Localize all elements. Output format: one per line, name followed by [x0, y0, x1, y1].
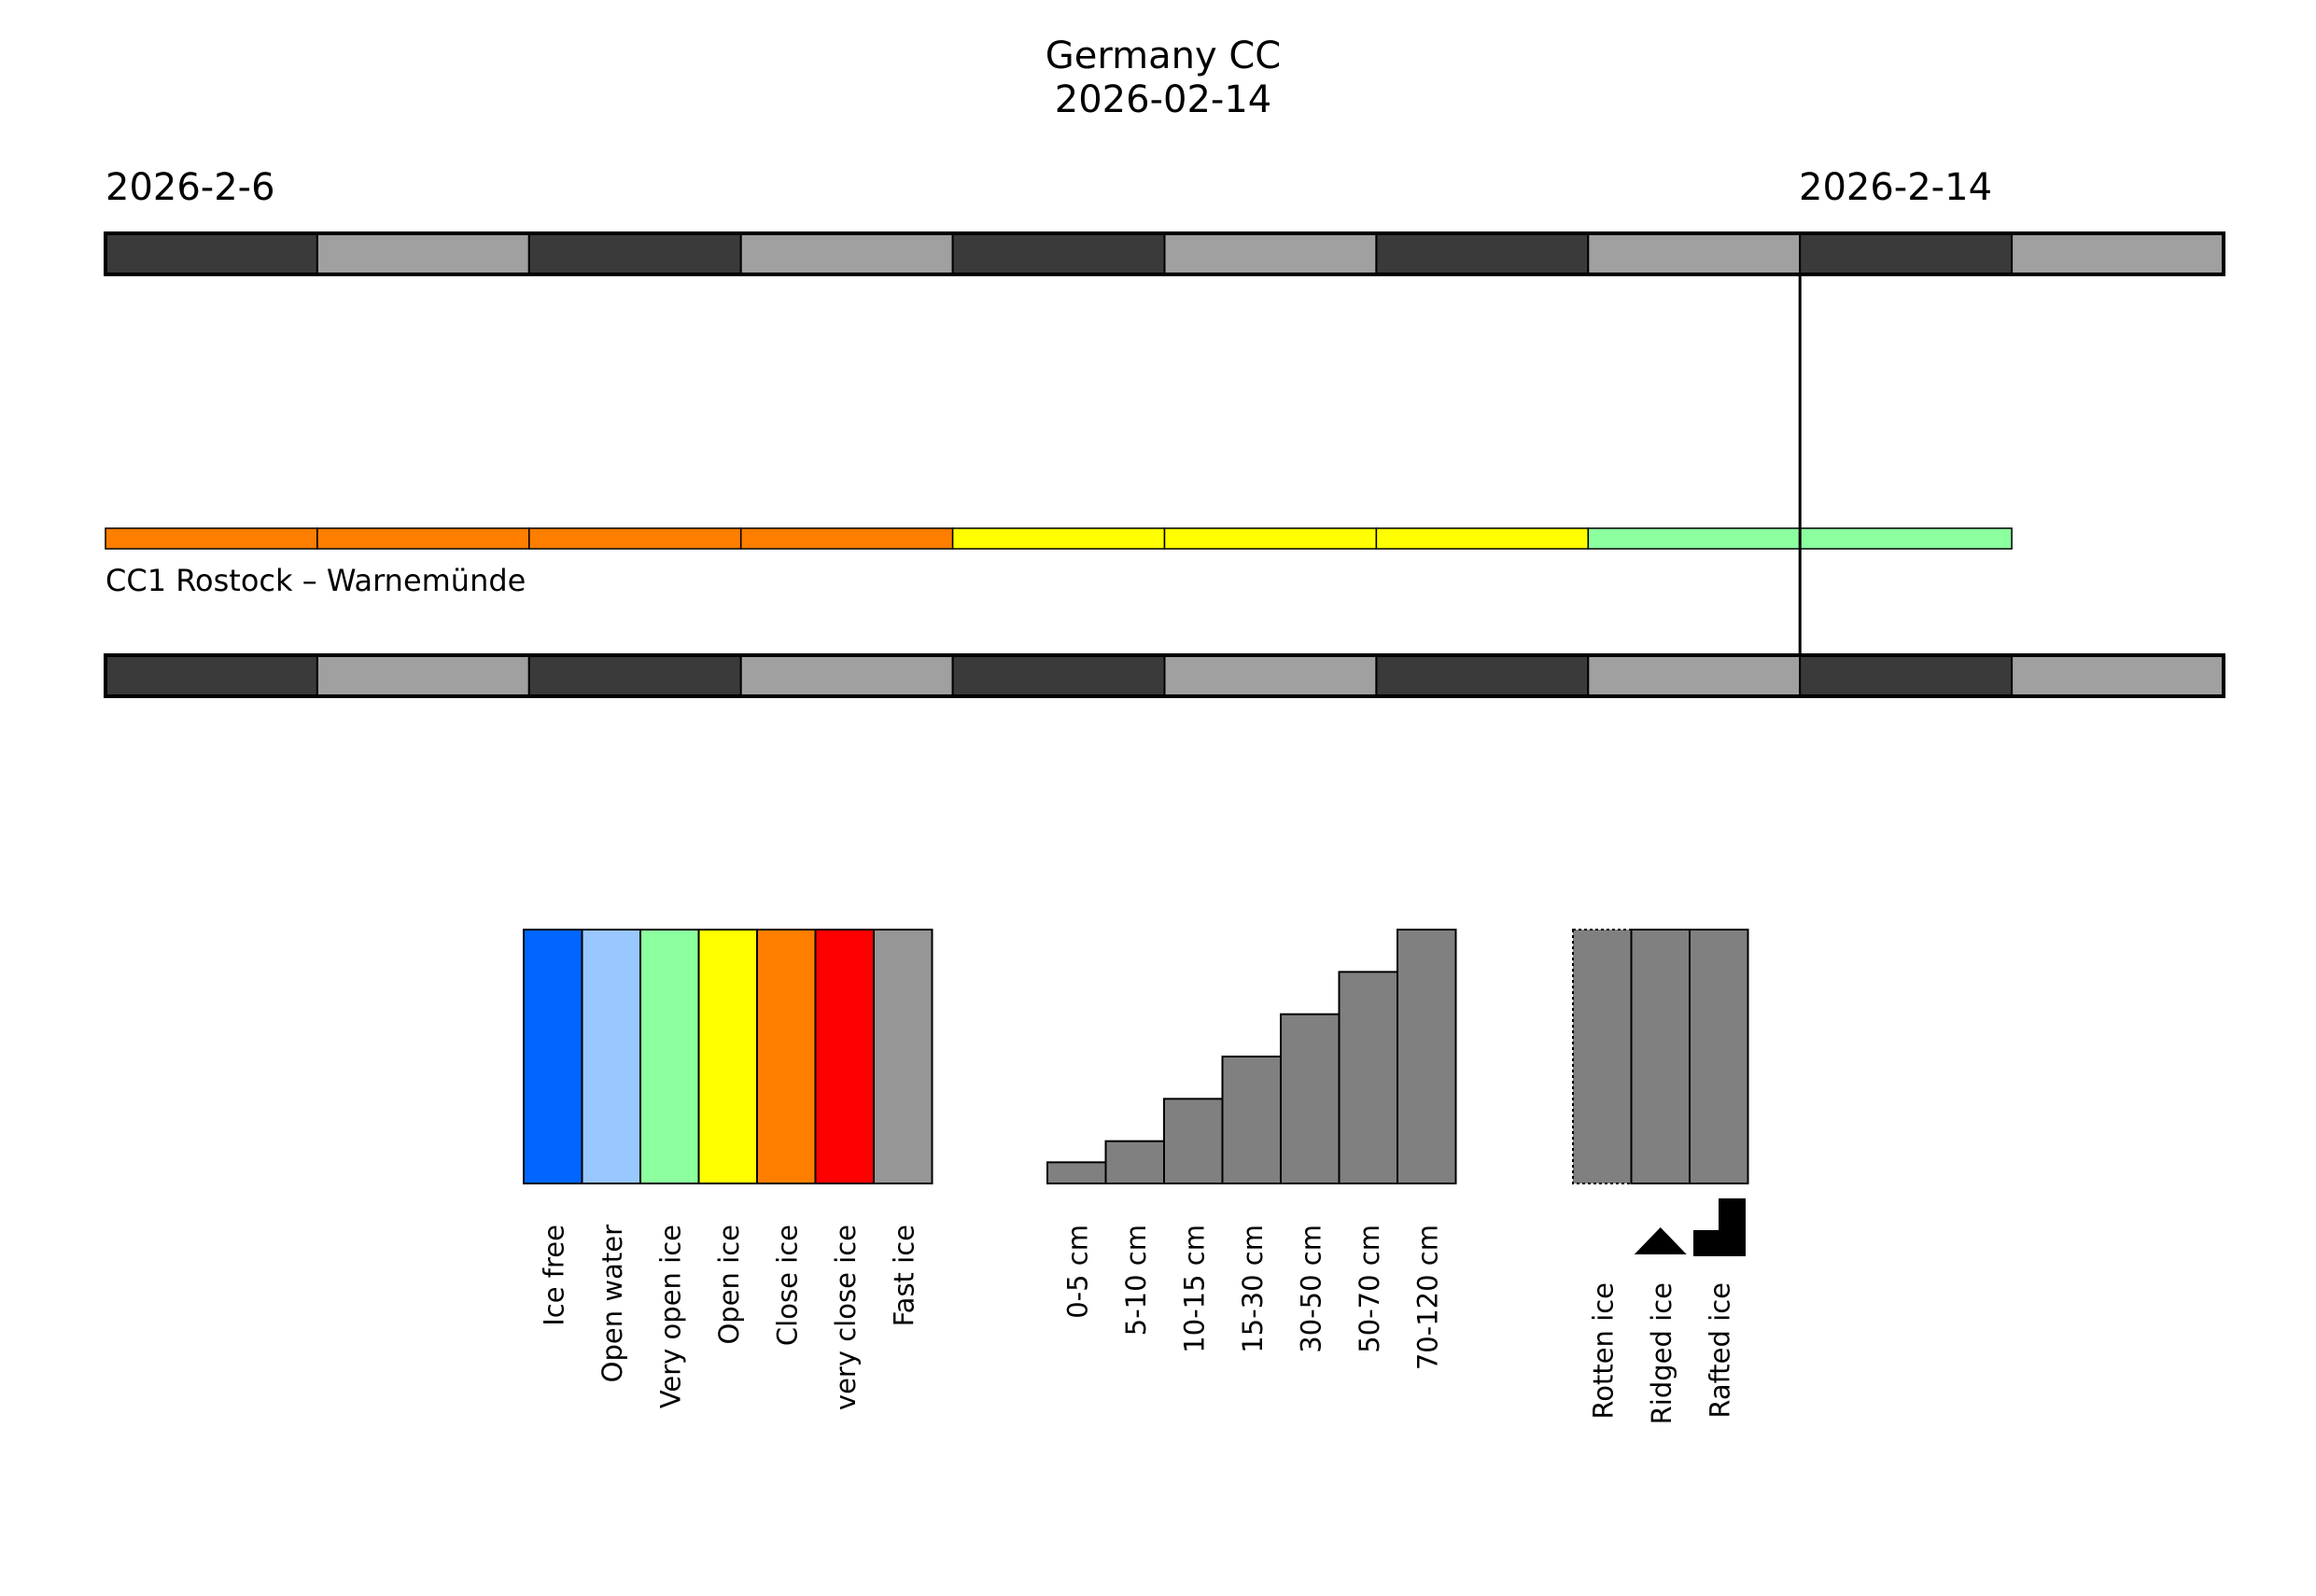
station-1-day-2-bar [316, 527, 530, 550]
legend-swatch-5 [756, 929, 817, 1184]
station-1-day-8-bar [1587, 527, 1801, 550]
legend-swatch-1 [523, 929, 583, 1184]
thickness-bar-5 [1280, 1013, 1340, 1184]
bottom-day-8 [1587, 654, 1802, 697]
legend-features: Rotten ice Ridged ice Rafted ice [1572, 929, 1749, 1424]
station-1-day-1-bar [105, 527, 318, 550]
thickness-label-6: 50-70 cm [1354, 1225, 1385, 1353]
ridged-ice-icon [1634, 1227, 1687, 1254]
bottom-day-4 [739, 654, 954, 697]
thickness-label-1: 0-5 cm [1061, 1225, 1093, 1319]
thickness-bar-2 [1104, 1140, 1165, 1184]
station-1-day-6-bar [1163, 527, 1378, 550]
legend-swatch-6 [814, 929, 875, 1184]
legend-label-3: Very open ice [654, 1225, 686, 1408]
top-day-9 [1799, 232, 2014, 275]
bottom-day-9 [1799, 654, 2014, 697]
bottom-day-7 [1375, 654, 1590, 697]
bottom-day-2 [316, 654, 530, 697]
station-1-day-3-bar [528, 527, 742, 550]
thickness-bar-1 [1046, 1161, 1107, 1185]
station-1-day-4-bar [739, 527, 954, 550]
station-bars [105, 527, 2013, 550]
thickness-bar-6 [1338, 971, 1398, 1185]
top-day-3 [527, 232, 742, 275]
bottom-day-bar [104, 653, 2225, 698]
legend-thickness: 0-5 cm 5-10 cm 10-15 cm 15-30 cm 30-50 cm 50-… [1046, 929, 1457, 1370]
station-1-day-9-bar [1799, 527, 2013, 550]
top-day-1 [105, 232, 318, 275]
legend-label-6: very close ice [830, 1225, 862, 1410]
legend-swatch-3 [639, 929, 700, 1184]
bottom-day-1 [105, 654, 318, 697]
top-day-6 [1163, 232, 1378, 275]
legend-swatch-2 [581, 929, 641, 1184]
thickness-label-4: 15-30 cm [1237, 1225, 1269, 1353]
start-date-label: 2026-2-6 [105, 166, 275, 209]
thickness-bar-4 [1221, 1056, 1282, 1184]
feature-label-2: Ridged ice [1646, 1282, 1677, 1424]
top-day-5 [951, 232, 1166, 275]
thickness-bar-3 [1163, 1098, 1224, 1185]
thickness-label-3: 10-15 cm [1178, 1225, 1210, 1353]
bottom-day-10 [2011, 654, 2225, 697]
legend-label-2: Open water [597, 1225, 628, 1382]
top-day-7 [1375, 232, 1590, 275]
rafted-ice-icon [1693, 1198, 1746, 1256]
top-day-bar [104, 231, 2225, 276]
top-day-10 [2011, 232, 2225, 275]
legend-label-7: Fast ice [888, 1225, 919, 1326]
legend-swatch-4 [697, 929, 758, 1184]
station-label: CC1 Rostock – Warnemünde [105, 563, 526, 598]
feature-swatch-3 [1689, 929, 1749, 1184]
legend-swatch-7 [873, 929, 933, 1184]
bottom-day-6 [1163, 654, 1378, 697]
chart-subtitle: 2026-02-14 [1055, 78, 1271, 121]
legend-label-4: Open ice [713, 1225, 745, 1345]
thickness-label-5: 30-50 cm [1295, 1225, 1326, 1353]
feature-label-3: Rafted ice [1704, 1282, 1735, 1419]
thickness-bar-7 [1397, 929, 1457, 1184]
feature-label-1: Rotten ice [1587, 1282, 1619, 1420]
current-date-label: 2026-2-14 [1799, 166, 1992, 209]
top-day-4 [739, 232, 954, 275]
station-1-day-5-bar [951, 527, 1166, 550]
top-day-2 [316, 232, 530, 275]
feature-swatch-2 [1630, 929, 1691, 1184]
legend-concentration: Ice free Open water Very open ice Open ice C… [523, 929, 933, 1410]
thickness-label-2: 5-10 cm [1120, 1225, 1152, 1336]
top-outline [104, 231, 2225, 276]
bottom-day-3 [527, 654, 742, 697]
station-1-day-7-bar [1375, 527, 1590, 550]
bottom-day-5 [951, 654, 1166, 697]
legend-label-1: Ice free [538, 1225, 569, 1326]
thickness-label-7: 70-120 cm [1411, 1225, 1443, 1370]
feature-swatch-1 [1572, 929, 1633, 1184]
bottom-outline [104, 653, 2225, 698]
top-day-8 [1587, 232, 1802, 275]
legend-label-5: Close ice [771, 1225, 803, 1346]
chart-title: Germany CC [1046, 35, 1281, 77]
